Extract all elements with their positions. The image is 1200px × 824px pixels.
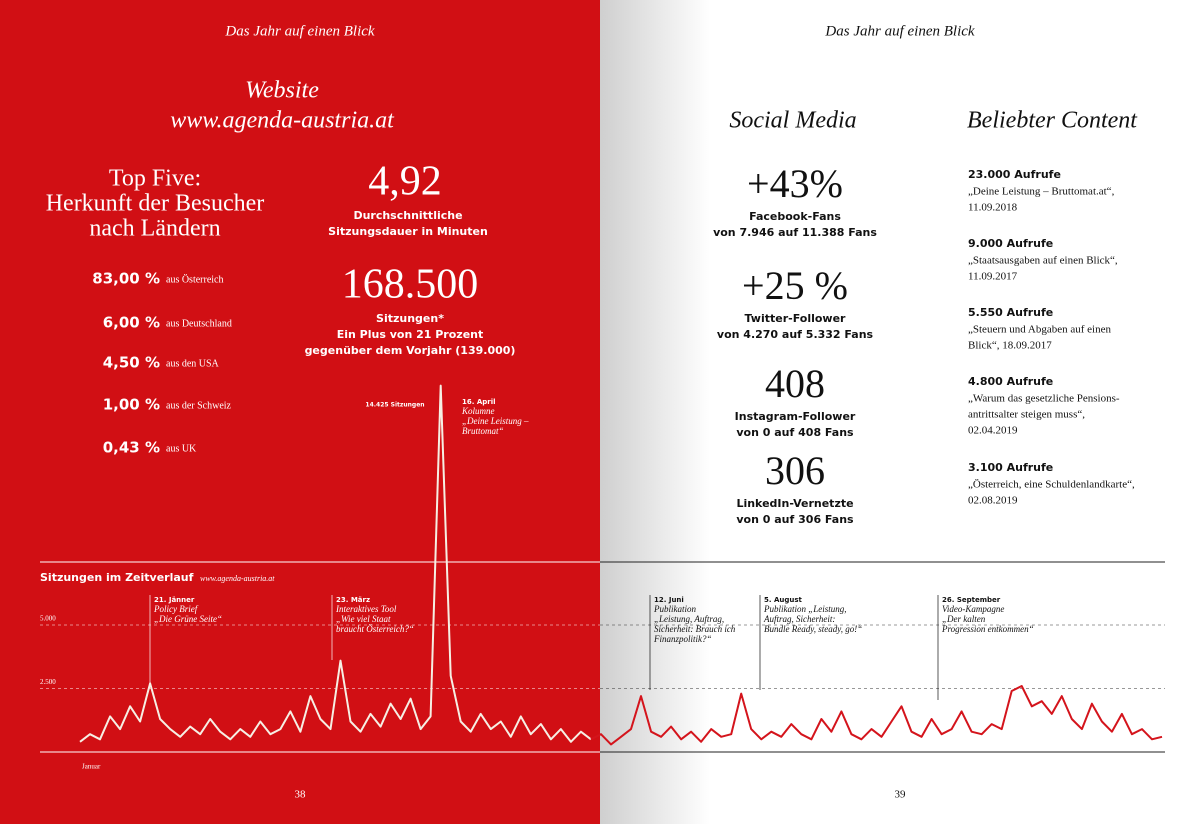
page-number: 38 bbox=[295, 789, 307, 801]
country-share: 0,43 % bbox=[103, 439, 160, 457]
chart-title: Sitzungen im Zeitverlauf bbox=[40, 571, 194, 584]
event-annotation: Video-Kampagne bbox=[942, 604, 1004, 614]
country-label: aus den USA bbox=[166, 358, 220, 369]
content-text: 02.04.2019 bbox=[968, 425, 1018, 437]
event-annotation: „Die Grüne Seite“ bbox=[154, 614, 222, 624]
duration-text: Durchschnittliche bbox=[353, 209, 462, 222]
country-share: 6,00 % bbox=[103, 314, 160, 332]
sessions-number: 168.500 bbox=[342, 262, 479, 308]
content-text: „Deine Leistung – Bruttomat.at“, bbox=[968, 186, 1115, 198]
y-tick-label: 2.500 bbox=[40, 678, 56, 686]
sessions-text: Ein Plus von 21 Prozent bbox=[337, 328, 484, 341]
event-annotation: braucht Österreich?“ bbox=[336, 624, 414, 634]
event-annotation: 12. Juni bbox=[654, 596, 684, 604]
website-line: Website bbox=[245, 78, 319, 104]
session-line bbox=[79, 384, 592, 743]
country-label: aus Österreich bbox=[166, 273, 223, 285]
country-label: aus UK bbox=[166, 443, 197, 454]
section-title: Social Media bbox=[729, 108, 856, 134]
event-annotation: 5. August bbox=[764, 596, 803, 604]
event-annotation: 21. Jänner bbox=[154, 596, 195, 604]
sessions-text: Sitzungen* bbox=[376, 312, 444, 325]
content-text: antrittsalter steigen muss“, bbox=[968, 409, 1085, 421]
event-annotation: Progression entkommen“ bbox=[941, 624, 1034, 634]
content-text: 02.08.2019 bbox=[968, 495, 1018, 507]
social-number: 408 bbox=[765, 361, 825, 406]
sessions-text: gegenüber dem Vorjahr (139.000) bbox=[305, 344, 516, 357]
content-text: 11.09.2017 bbox=[968, 271, 1018, 283]
event-annotation: Kolumne bbox=[461, 406, 495, 416]
event-annotation: Bundle Ready, steady, go!“ bbox=[764, 624, 862, 634]
event-annotation: Auftrag, Sicherheit: bbox=[763, 614, 835, 624]
gutter bbox=[600, 0, 710, 824]
event-annotation: Bruttomat“ bbox=[462, 426, 504, 436]
event-annotation: Publikation bbox=[653, 604, 696, 614]
country-share: 83,00 % bbox=[92, 270, 160, 288]
content-views: 4.800 Aufrufe bbox=[968, 375, 1053, 388]
content-text: 11.09.2018 bbox=[968, 202, 1018, 214]
duration-number: 4,92 bbox=[368, 159, 442, 205]
content-views: 3.100 Aufrufe bbox=[968, 461, 1053, 474]
social-text: Facebook-Fans bbox=[749, 210, 841, 223]
top-five-title: Herkunft der Besucher bbox=[46, 191, 265, 217]
social-text: von 7.946 auf 11.388 Fans bbox=[713, 226, 877, 239]
country-share: 1,00 % bbox=[103, 396, 160, 414]
country-share: 4,50 % bbox=[103, 354, 160, 372]
social-text: von 0 auf 408 Fans bbox=[736, 426, 854, 439]
chart-source: www.agenda-austria.at bbox=[200, 574, 275, 583]
social-text: von 0 auf 306 Fans bbox=[736, 513, 854, 526]
social-text: Twitter-Follower bbox=[745, 312, 847, 325]
event-annotation: „Deine Leistung – bbox=[462, 416, 529, 426]
website-line: www.agenda-austria.at bbox=[170, 108, 395, 134]
social-text: Instagram-Follower bbox=[735, 410, 856, 423]
content-text: „Staatsausgaben auf einen Blick“, bbox=[968, 255, 1118, 267]
x-start-label: Januar bbox=[82, 763, 101, 771]
content-text: „Steuern und Abgaben auf einen bbox=[968, 324, 1111, 336]
social-number: 306 bbox=[765, 448, 825, 493]
left-page bbox=[0, 0, 600, 824]
top-five-title: Top Five: bbox=[109, 166, 201, 192]
country-label: aus der Schweiz bbox=[166, 400, 232, 411]
social-text: LinkedIn-Vernetzte bbox=[736, 497, 853, 510]
content-text: Blick“, 18.09.2017 bbox=[968, 340, 1052, 352]
peak-label: 14.425 Sitzungen bbox=[365, 402, 424, 409]
event-annotation: 23. März bbox=[336, 596, 370, 604]
event-annotation: „Leistung, Auftrag, bbox=[654, 614, 724, 624]
event-annotation: Policy Brief bbox=[153, 604, 199, 614]
content-views: 9.000 Aufrufe bbox=[968, 237, 1053, 250]
page-header: Das Jahr auf einen Blick bbox=[824, 23, 974, 39]
event-annotation: „Der kalten bbox=[942, 614, 986, 624]
event-annotation: Publikation „Leistung, bbox=[763, 604, 847, 614]
page-header: Das Jahr auf einen Blick bbox=[224, 23, 374, 39]
y-tick-label: 5.000 bbox=[40, 615, 56, 623]
social-number: +25 % bbox=[742, 263, 848, 308]
event-annotation: „Wie viel Staat bbox=[336, 614, 391, 624]
social-number: +43% bbox=[747, 161, 843, 206]
duration-text: Sitzungsdauer in Minuten bbox=[328, 225, 488, 238]
event-annotation: 26. September bbox=[942, 596, 1001, 604]
content-text: „Österreich, eine Schuldenlandkarte“, bbox=[968, 479, 1135, 491]
event-annotation: Interaktives Tool bbox=[335, 604, 397, 614]
section-title: Beliebter Content bbox=[967, 108, 1138, 134]
page-number: 39 bbox=[895, 789, 907, 801]
content-text: „Warum das gesetzliche Pensions- bbox=[968, 393, 1120, 405]
session-line bbox=[590, 685, 1163, 746]
top-five-title: nach Ländern bbox=[89, 216, 220, 242]
country-label: aus Deutschland bbox=[166, 318, 232, 329]
content-views: 23.000 Aufrufe bbox=[968, 168, 1061, 181]
event-annotation: Finanzpolitik?“ bbox=[653, 634, 712, 644]
content-views: 5.550 Aufrufe bbox=[968, 306, 1053, 319]
social-text: von 4.270 auf 5.332 Fans bbox=[717, 328, 874, 341]
event-annotation: Sicherheit: Brauch ich bbox=[654, 624, 736, 634]
event-annotation: 16. April bbox=[462, 398, 496, 406]
